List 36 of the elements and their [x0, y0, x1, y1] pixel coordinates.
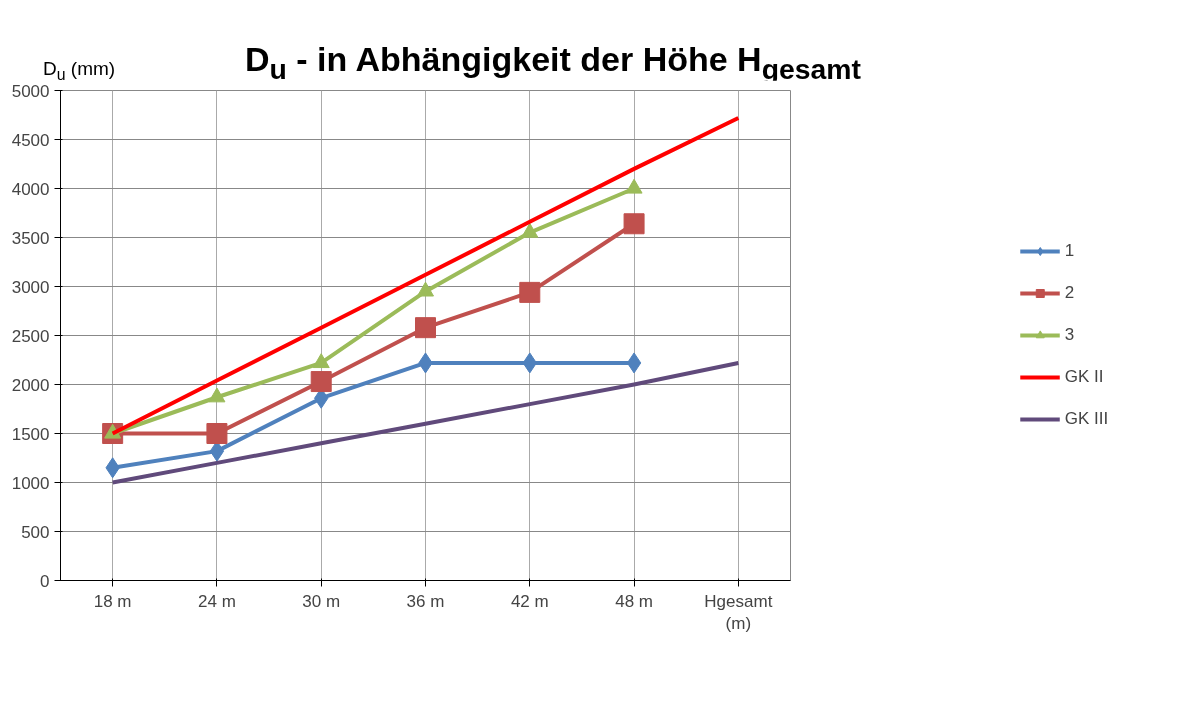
x-tick-label: 30 m [302, 591, 341, 611]
y-tick-label: 4500 [11, 130, 50, 150]
x-tick-label: 48 m [615, 591, 653, 611]
legend-label: GK II [1064, 367, 1104, 387]
line-series [110, 360, 741, 485]
x-tick-label: 36 m [406, 591, 445, 611]
y-tick-label: 5000 [11, 81, 50, 101]
point [626, 352, 642, 374]
y-tick-label: 2000 [11, 375, 50, 395]
legend-label: GK III [1064, 409, 1109, 429]
point [417, 281, 434, 297]
y-tick-label: 2500 [11, 326, 50, 346]
point [519, 281, 541, 303]
x-tick-label: Hgesamt (m) [704, 591, 773, 634]
point [415, 317, 436, 339]
chart-title: D$_{u}$ - in Abhängigkeit der Höhe H$_{gesamt}$ [245, 39, 861, 87]
x-tick-label: 18 m [93, 591, 132, 611]
point [521, 222, 539, 238]
y-tick-label: 0 [40, 571, 50, 591]
y-axis-title: D$_{u}$ (mm) [43, 58, 116, 83]
point [312, 353, 330, 369]
x-tick-label: 24 m [198, 591, 236, 611]
y-tick-label: 3500 [11, 228, 50, 248]
y-tick-label: 1500 [11, 424, 50, 444]
x-tick-label: 42 m [510, 591, 549, 611]
y-tick-label: 1000 [11, 473, 50, 493]
legend-label: 1 [1064, 241, 1076, 261]
y-tick-label: 500 [21, 522, 50, 542]
y-tick-label: 4000 [11, 179, 50, 199]
legend-label: 3 [1064, 325, 1076, 345]
y-tick-label: 3000 [11, 277, 50, 297]
point [310, 371, 332, 393]
point [625, 178, 643, 194]
legend-label: 2 [1064, 283, 1076, 303]
point [206, 423, 228, 444]
point [623, 213, 645, 235]
